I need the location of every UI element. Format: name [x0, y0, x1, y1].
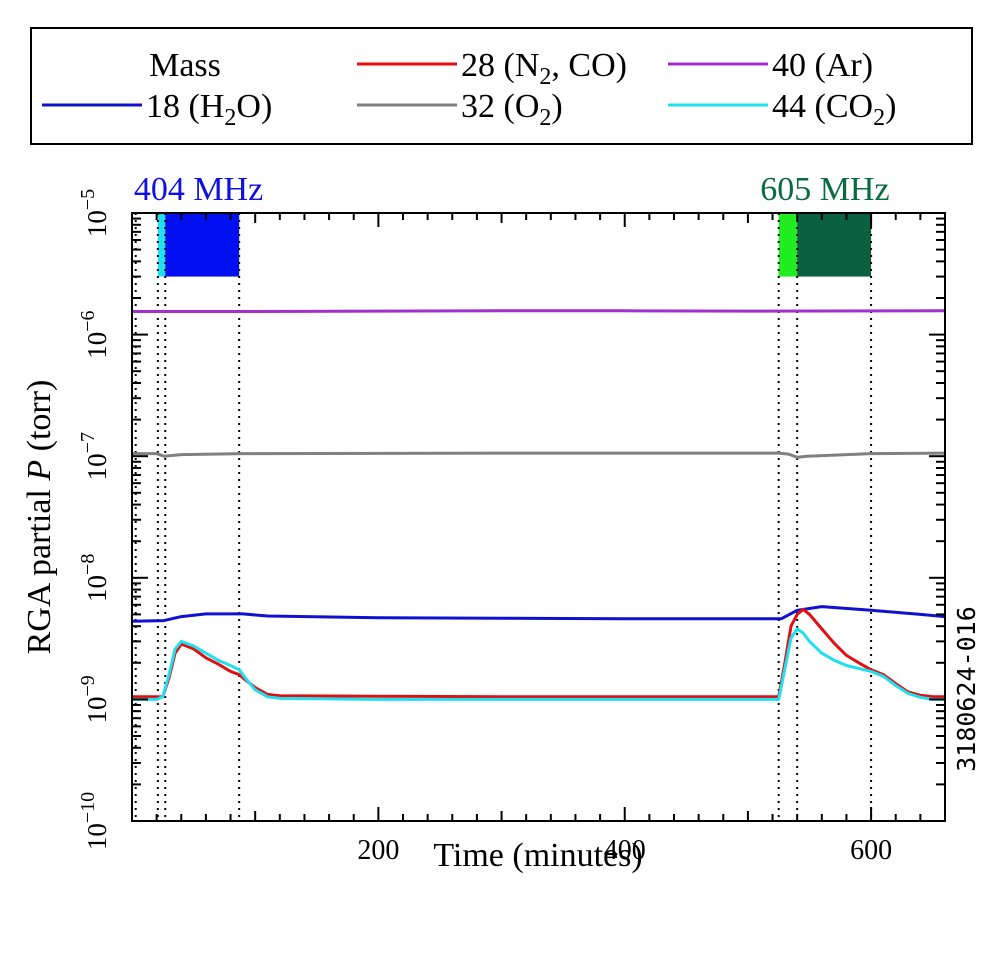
y-axis-title: RGA partial P (torr) [21, 380, 58, 655]
legend-label-tail: ) [885, 88, 896, 125]
y-tick-label-base: 10 [82, 210, 112, 237]
y-tick-label: 10−9 [77, 675, 112, 723]
legend-label-main: 28 (N [461, 47, 539, 84]
legend-frame [30, 27, 973, 145]
y-tick-label-exponent: −9 [77, 675, 99, 696]
band-labels: 404 MHz 605 MHz [134, 171, 890, 208]
legend-label-subscript: 2 [224, 105, 236, 131]
y-tick-label: 10−7 [77, 432, 112, 480]
y-axis-title-prefix: RGA partial [21, 481, 58, 655]
legend-label-subscript: 2 [873, 105, 885, 131]
rf-band-segment [165, 213, 240, 277]
legend-label-subscript: 2 [539, 64, 551, 90]
legend-label: 32 (O2) [461, 88, 563, 131]
legend-label: 18 (H2O) [146, 88, 272, 131]
y-tick-label: 10−10 [77, 792, 112, 850]
series-lines [131, 309, 946, 701]
y-tick-label: 10−5 [77, 189, 112, 237]
legend-label: 44 (CO2) [772, 88, 896, 131]
legend-label-subscript: 2 [539, 105, 551, 131]
rf-band-segment [797, 213, 872, 277]
legend-label: 28 (N2, CO) [461, 47, 627, 90]
legend-label-main: 32 (O [461, 88, 539, 125]
y-axis-title-suffix: (torr) [21, 380, 58, 460]
series-line [132, 309, 946, 313]
rf-bands [157, 213, 872, 277]
x-tick-label: 400 [604, 835, 646, 866]
legend: Mass 18 (H2O)28 (N2, CO)32 (O2)40 (Ar)44… [30, 27, 973, 145]
legend-label-main: 44 (CO [772, 88, 873, 125]
series-line [132, 607, 945, 699]
y-tick-label-exponent: −7 [77, 432, 99, 453]
y-tick-label-exponent: −10 [77, 792, 99, 823]
legend-label: 40 (Ar) [772, 47, 873, 84]
y-tick-label-exponent: −5 [77, 189, 99, 210]
figure-id-label: 3180624-016 [952, 606, 981, 772]
legend-label-tail: , CO) [551, 47, 627, 84]
y-tick-label-exponent: −8 [77, 554, 99, 575]
y-tick-label: 10−8 [77, 554, 112, 602]
axis-ticks [132, 212, 945, 822]
y-axis-title-var: P [21, 460, 58, 482]
series-line [132, 627, 945, 701]
y-tick-label-exponent: −6 [77, 310, 99, 331]
plot-frame [131, 212, 946, 822]
y-tick-label-base: 10 [82, 697, 112, 724]
x-axis-title: Time (minutes) [433, 837, 642, 874]
rf-band-segment [157, 213, 166, 277]
legend-label-tail: ) [551, 88, 562, 125]
rf-band-label: 605 MHz [760, 171, 889, 208]
legend-title: Mass [149, 47, 221, 84]
dotted-markers [134, 213, 873, 821]
series-line [131, 605, 946, 623]
legend-label-tail: O) [236, 88, 272, 125]
x-tick-label: 200 [357, 835, 399, 866]
series-line [132, 451, 946, 459]
y-tick-label: 10−6 [77, 310, 112, 358]
y-tick-label-base: 10 [82, 332, 112, 359]
rf-band-label: 404 MHz [134, 171, 263, 208]
legend-label-main: 18 (H [146, 88, 224, 125]
y-tick-label-base: 10 [82, 453, 112, 480]
x-tick-label: 600 [850, 835, 892, 866]
legend-label-main: 40 (Ar) [772, 47, 873, 84]
y-tick-label-base: 10 [82, 823, 112, 850]
rf-band-segment [778, 213, 798, 277]
plot-area [131, 212, 946, 822]
y-tick-label-base: 10 [82, 575, 112, 602]
